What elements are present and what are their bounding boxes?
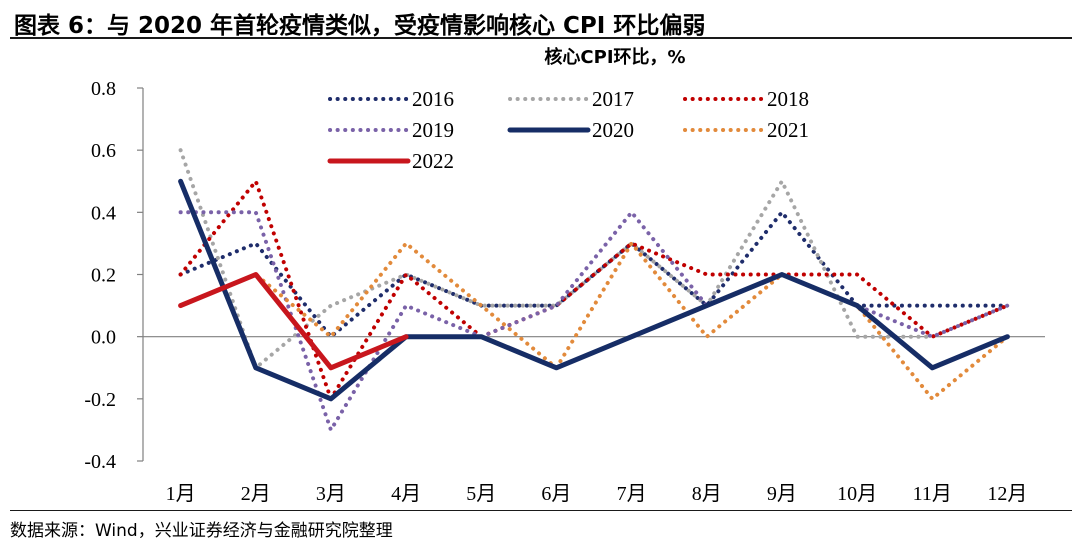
figure-source: 数据来源：Wind，兴业证券经济与金融研究院整理 xyxy=(10,521,393,541)
x-tick-label: 12月 xyxy=(987,483,1027,505)
legend-label-2016: 2016 xyxy=(412,87,454,111)
x-tick-label: 2月 xyxy=(241,483,271,505)
series-line-2022 xyxy=(178,272,409,371)
legend: 2016 2017 2018 2019 2020 2021 2022 xyxy=(327,87,809,173)
x-tick-label: 7月 xyxy=(617,483,647,505)
x-tick-label: 4月 xyxy=(391,483,421,505)
y-tick-label: 0.2 xyxy=(91,265,116,287)
legend-label-2020: 2020 xyxy=(592,118,634,142)
x-tick-label: 1月 xyxy=(166,483,196,505)
series-line-2018 xyxy=(178,179,1010,401)
x-tick-label: 8月 xyxy=(692,483,722,505)
legend-label-2021: 2021 xyxy=(767,118,809,142)
legend-label-2017: 2017 xyxy=(592,87,634,111)
y-tick-label: 0.0 xyxy=(91,327,116,349)
x-tick-label: 3月 xyxy=(316,483,346,505)
x-tick-label: 5月 xyxy=(466,483,496,505)
legend-label-2022: 2022 xyxy=(412,149,454,173)
y-tick-label: -0.2 xyxy=(84,389,116,411)
title-rule xyxy=(10,37,1072,39)
legend-label-2018: 2018 xyxy=(767,87,809,111)
x-tick-label: 9月 xyxy=(767,483,797,505)
x-tick-label: 6月 xyxy=(541,483,571,505)
y-tick-label: 0.4 xyxy=(91,202,116,224)
x-tick-label: 10月 xyxy=(837,483,877,505)
y-tick-label: 0.6 xyxy=(91,140,116,162)
series-line-2016 xyxy=(178,210,1010,339)
x-tick-label: 11月 xyxy=(913,483,952,505)
x-axis-labels: 1月 2月 3月 4月 5月 6月 7月 8月 9月 10月 11月 12月 xyxy=(166,483,1028,505)
y-tick-label: -0.4 xyxy=(84,451,116,473)
series-line-2020 xyxy=(178,178,1010,402)
y-tick-label: 0.8 xyxy=(91,78,116,100)
y-axis-ticks: -0.4 -0.2 0.0 0.2 0.4 0.6 0.8 xyxy=(84,78,143,473)
legend-label-2019: 2019 xyxy=(412,118,454,142)
series-line-2021 xyxy=(178,241,1010,401)
series-lines xyxy=(178,148,1010,432)
chart-subtitle: 核心CPI环比，% xyxy=(544,46,685,68)
figure-title: 图表 6：与 2020 年首轮疫情类似，受疫情影响核心 CPI 环比偏弱 xyxy=(14,13,706,39)
source-rule xyxy=(10,510,1072,511)
